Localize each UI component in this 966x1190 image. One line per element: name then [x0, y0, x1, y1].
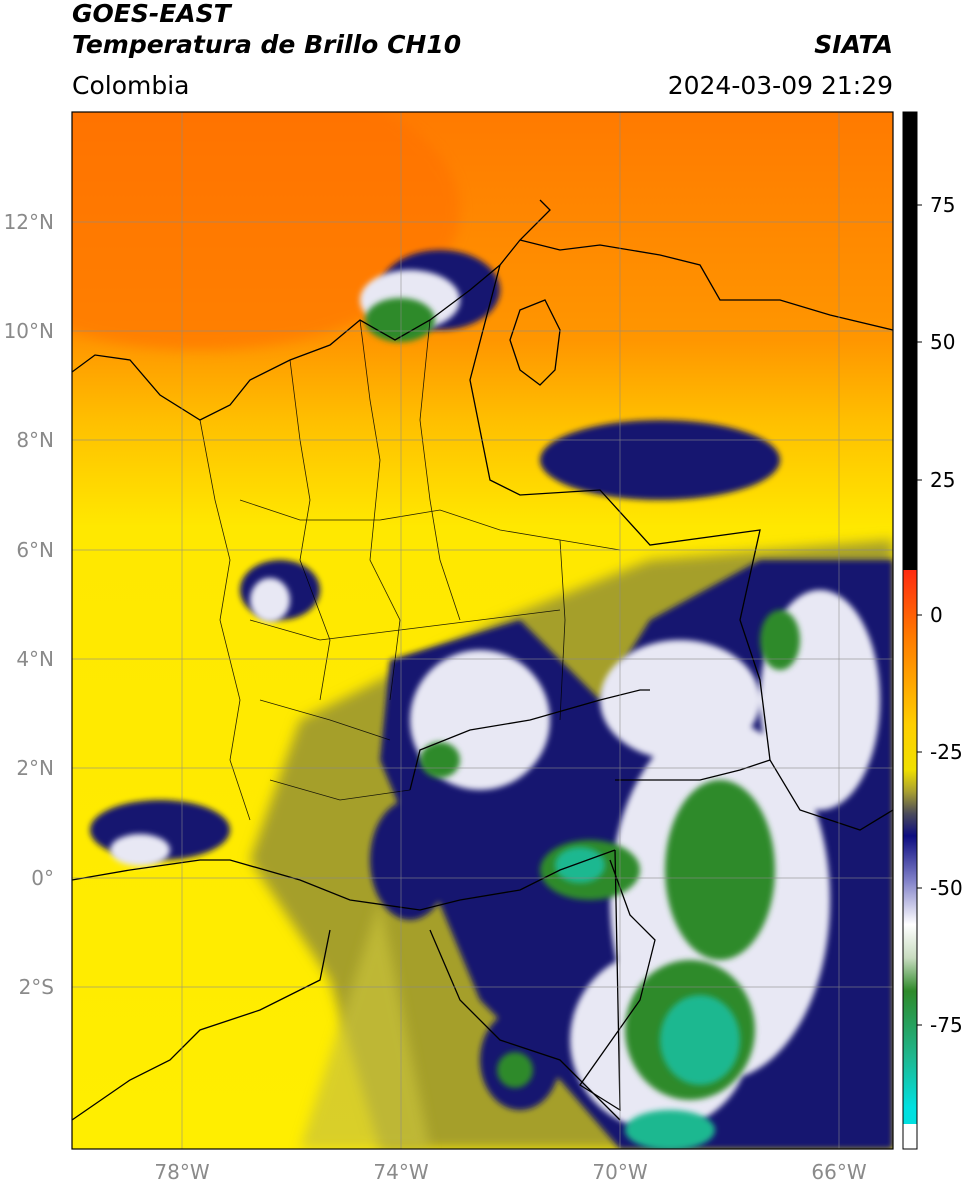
country-borders	[72, 199, 893, 1121]
colorbar-label-minus25: -25	[930, 740, 963, 764]
colorbar-label-0: 0	[930, 603, 943, 627]
colorbar-label-minus75: -75	[930, 1013, 963, 1037]
lon-label-74w: 74°W	[373, 1160, 429, 1184]
satellite-image	[72, 112, 893, 1149]
colorbar-label-25: 25	[930, 468, 956, 492]
colorbar-gradient	[903, 570, 917, 1124]
colorbar-label-50: 50	[930, 330, 956, 354]
colorbar-warm-segment	[903, 112, 917, 570]
product-title: Temperatura de Brillo CH10	[72, 30, 462, 59]
lat-label-0: 0°	[31, 866, 54, 890]
colorbar	[902, 111, 922, 1150]
gridlines	[72, 112, 893, 1149]
lat-label-12n: 12°N	[3, 210, 54, 234]
map-frame	[71, 111, 894, 1150]
colorbar-label-minus50: -50	[930, 876, 963, 900]
department-borders	[199, 319, 621, 821]
lat-label-8n: 8°N	[16, 428, 54, 452]
lon-label-66w: 66°W	[811, 1160, 867, 1184]
agency-label: SIATA	[814, 30, 893, 59]
lon-label-70w: 70°W	[592, 1160, 648, 1184]
lat-label-2n: 2°N	[16, 756, 54, 780]
colorbar-frame	[902, 111, 918, 1150]
colorbar-bottom-segment	[903, 1124, 917, 1149]
lat-label-2s: 2°S	[18, 975, 54, 999]
satellite-title: GOES-EAST	[72, 0, 231, 28]
lon-label-78w: 78°W	[154, 1160, 210, 1184]
region-label: Colombia	[72, 71, 190, 100]
lat-label-6n: 6°N	[16, 538, 54, 562]
datetime-label: 2024-03-09 21:29	[667, 71, 893, 100]
lat-label-10n: 10°N	[3, 319, 54, 343]
lat-label-4n: 4°N	[16, 647, 54, 671]
colorbar-label-75: 75	[930, 193, 956, 217]
